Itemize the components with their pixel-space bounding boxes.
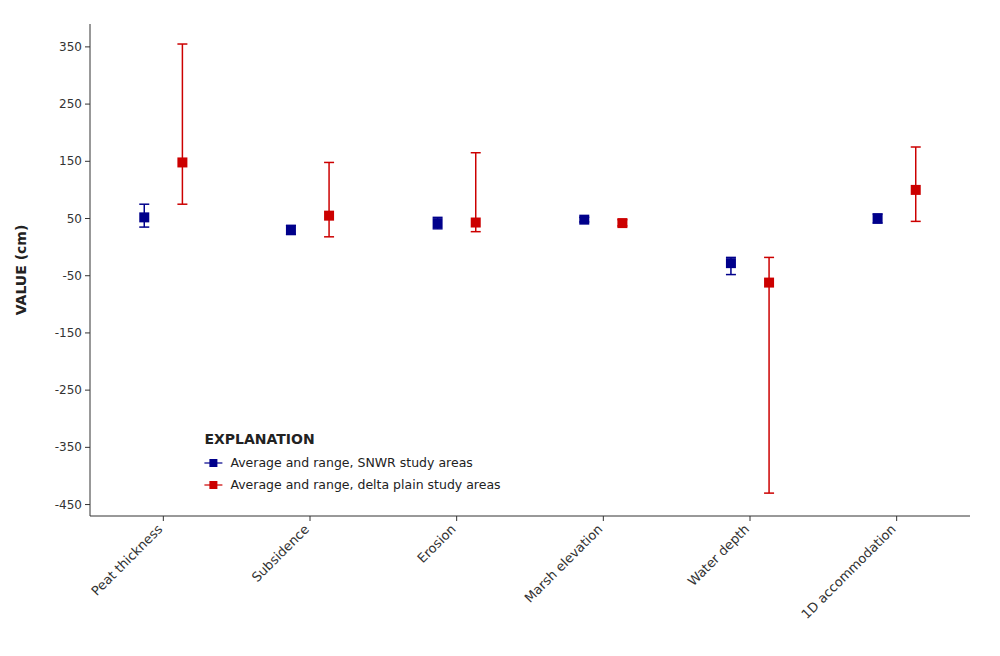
error-cap-upper: [433, 217, 443, 219]
legend-marker: [209, 459, 217, 467]
y-tick: [85, 161, 90, 162]
error-cap-upper: [726, 257, 736, 259]
marker: [139, 212, 149, 222]
marker: [471, 218, 481, 228]
chart: 350 250 150 50 -50 -150 -250 -350 -450 VALUE (cm)…: [0, 0, 1000, 656]
marker: [286, 225, 296, 235]
y-tick: [85, 218, 90, 219]
error-cap-lower: [177, 203, 187, 205]
y-tick-label: -50: [62, 269, 82, 283]
error-bar: [182, 44, 184, 204]
x-tick: [896, 516, 897, 521]
legend-title: EXPLANATION: [204, 431, 314, 447]
chart-container: 350 250 150 50 -50 -150 -250 -350 -450 VALUE (cm)…: [0, 0, 1000, 656]
y-tick: [85, 332, 90, 333]
marker: [617, 218, 627, 228]
y-tick-label: 250: [59, 97, 82, 111]
marker: [873, 214, 883, 224]
marker: [177, 157, 187, 167]
marker: [433, 218, 443, 228]
error-bar: [328, 162, 330, 236]
marker: [579, 215, 589, 225]
y-tick: [85, 46, 90, 47]
x-tick: [310, 516, 311, 521]
x-tick-label: Subsidence: [249, 522, 312, 585]
marker: [911, 185, 921, 195]
error-cap-lower: [764, 492, 774, 494]
y-tick-label: 350: [59, 40, 82, 54]
series: [139, 204, 882, 274]
x-tick: [603, 516, 604, 521]
y-tick-label: -150: [55, 326, 82, 340]
error-cap-lower: [471, 231, 481, 233]
x-tick-label: Peat thickness: [88, 521, 165, 598]
y-tick-label: -350: [55, 440, 82, 454]
y-tick: [85, 390, 90, 391]
y-axis-line: [90, 24, 91, 516]
error-cap-upper: [764, 257, 774, 259]
marker: [726, 258, 736, 268]
marker: [764, 278, 774, 288]
y-tick-label: 50: [67, 212, 82, 226]
error-cap-upper: [177, 43, 187, 45]
error-cap-upper: [911, 146, 921, 148]
x-tick-label: Water depth: [685, 522, 752, 589]
error-cap-upper: [139, 203, 149, 205]
y-tick: [85, 504, 90, 505]
x-tick-label: Marsh elevation: [521, 522, 605, 606]
error-cap-lower: [911, 221, 921, 223]
x-tick: [456, 516, 457, 521]
x-tick: [163, 516, 164, 521]
error-cap-lower: [433, 228, 443, 230]
error-cap-lower: [726, 274, 736, 276]
error-cap-lower: [139, 226, 149, 228]
error-bar: [915, 147, 917, 221]
error-bar: [768, 257, 770, 493]
legend: EXPLANATION Average and range, SNWR study…: [204, 431, 500, 492]
error-cap-upper: [471, 152, 481, 154]
marker: [324, 211, 334, 221]
y-tick-label: 150: [59, 154, 82, 168]
error-cap-upper: [324, 162, 334, 164]
x-axis-line: [90, 516, 970, 517]
x-tick: [750, 516, 751, 521]
legend-label: Average and range, delta plain study are…: [230, 477, 500, 492]
error-cap-lower: [324, 236, 334, 238]
legend-marker: [209, 481, 217, 489]
y-tick-label: -450: [55, 498, 82, 512]
x-tick-label: Erosion: [414, 522, 458, 566]
y-tick: [85, 447, 90, 448]
plot-area: [139, 44, 920, 493]
x-tick-label: 1D accommodation: [798, 522, 898, 622]
y-axis-label: VALUE (cm): [13, 225, 29, 316]
y-tick-label: -250: [55, 383, 82, 397]
legend-label: Average and range, SNWR study areas: [230, 455, 472, 470]
y-tick: [85, 275, 90, 276]
y-tick: [85, 104, 90, 105]
series: [177, 44, 920, 493]
